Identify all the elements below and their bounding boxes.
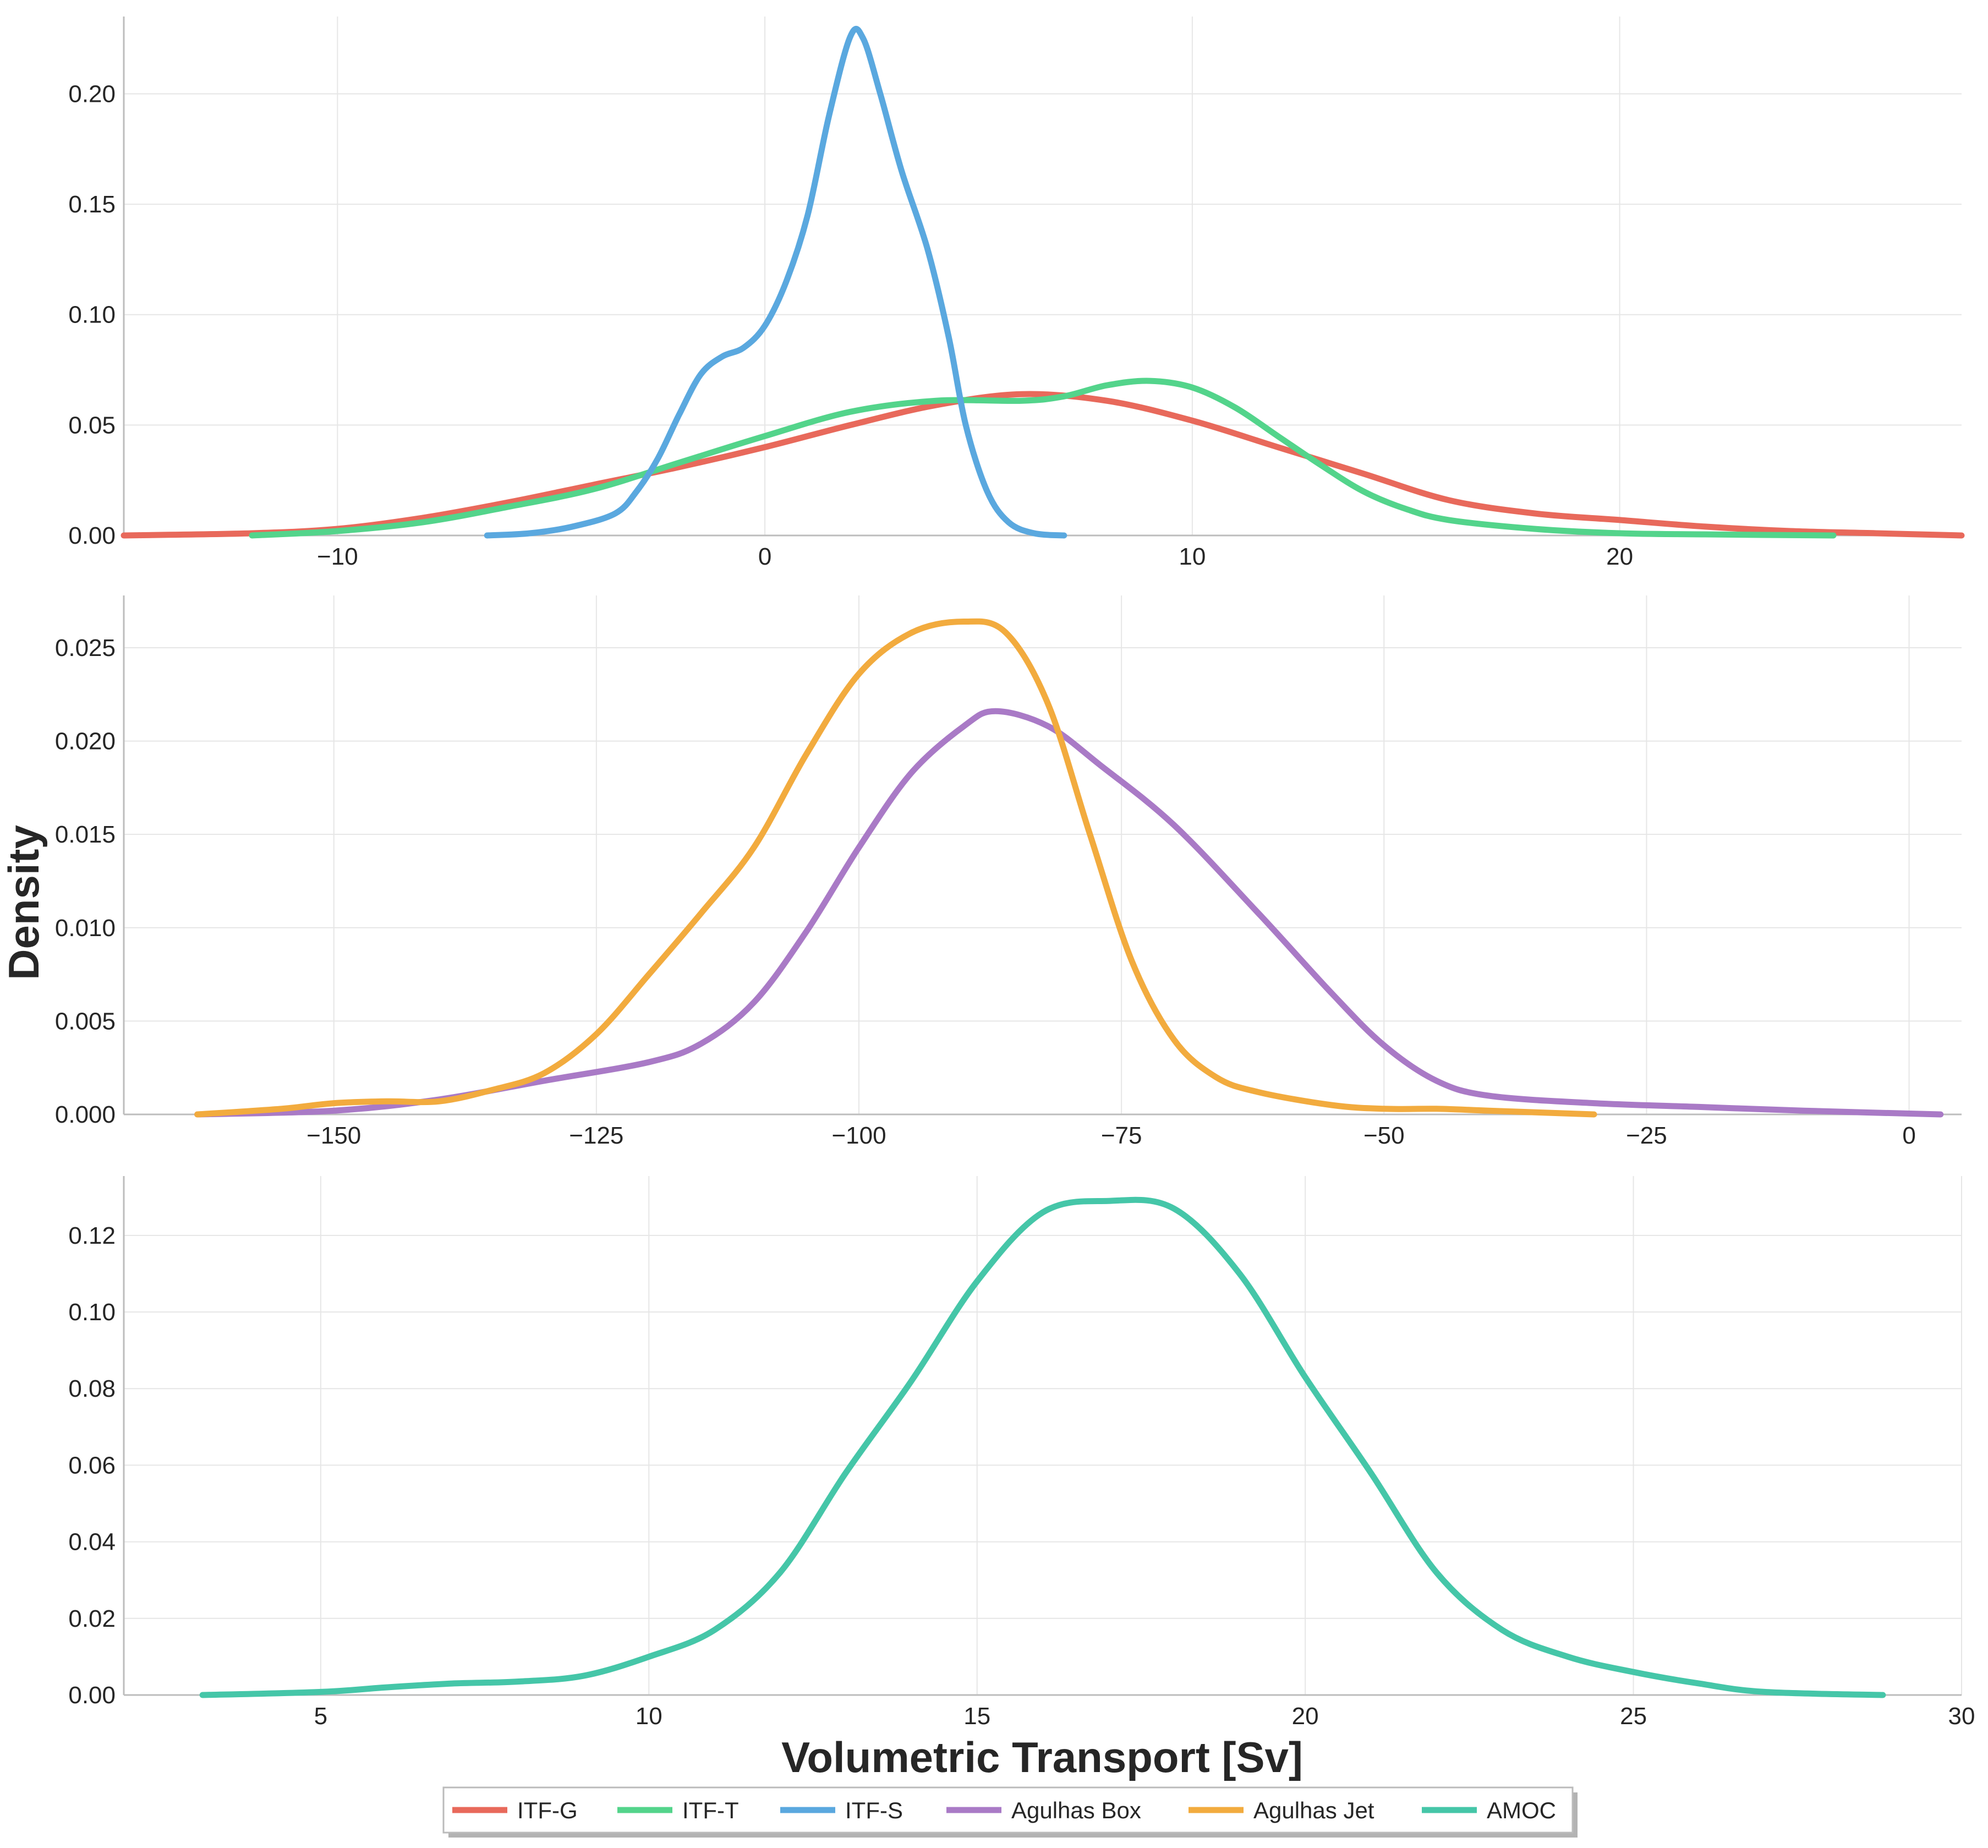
y-tick-label: 0.08 <box>68 1375 116 1402</box>
y-tick-label: 0.06 <box>68 1452 116 1479</box>
x-tick-label: 10 <box>636 1703 662 1730</box>
legend-label-itf-g: ITF-G <box>517 1797 578 1823</box>
top-panel: −10 0 10 20 0.00 0.05 0.10 0.15 0.20 <box>68 17 1965 570</box>
x-tick-label: −75 <box>1101 1122 1142 1149</box>
legend: ITF-G ITF-T ITF-S Agulhas Box Agulhas Jet AMO… <box>442 1786 1578 1838</box>
y-tick-label: 0.10 <box>68 302 116 329</box>
x-tick-label: 20 <box>1292 1703 1319 1730</box>
legend-label-amoc: AMOC <box>1487 1797 1556 1823</box>
x-tick-label: −100 <box>831 1122 886 1149</box>
x-tick-label: 5 <box>314 1703 327 1730</box>
series-line-itf-s <box>484 25 1067 539</box>
y-tick-label: 0.10 <box>68 1299 116 1326</box>
y-tick-label: 0.20 <box>68 80 116 107</box>
y-tick-label: 0.005 <box>55 1008 116 1035</box>
y-tick-label: 0.00 <box>68 1682 116 1709</box>
y-tick-label: 0.12 <box>68 1222 116 1249</box>
y-axis-label: Density <box>0 825 48 980</box>
y-tick-label: 0.00 <box>68 522 116 549</box>
legend-label-agulhas-box: Agulhas Box <box>1011 1797 1141 1823</box>
series-line-itf-t <box>249 378 1837 539</box>
y-tick-label: 0.000 <box>55 1101 116 1128</box>
series-line-agulhas-jet <box>194 618 1597 1118</box>
y-tick-label: 0.04 <box>68 1529 116 1556</box>
x-tick-label: −50 <box>1363 1122 1405 1149</box>
x-tick-label: 0 <box>1902 1122 1915 1149</box>
y-tick-label: 0.020 <box>55 728 116 755</box>
series-line-itf-g <box>121 391 1965 539</box>
x-tick-label: 30 <box>1948 1703 1975 1730</box>
legend-box <box>442 1786 1574 1834</box>
series-line-amoc <box>199 1196 1886 1698</box>
x-tick-label: 10 <box>1179 543 1206 570</box>
series-line-agulhas-box <box>194 708 1944 1118</box>
x-tick-label: 25 <box>1620 1703 1647 1730</box>
x-tick-label: −125 <box>569 1122 623 1149</box>
bottom-panel: 5 10 15 20 25 30 0.00 0.02 0.04 0.06 0.08 0.10 0.12 <box>68 1176 1975 1730</box>
y-tick-label: 0.025 <box>55 635 116 661</box>
legend-label-itf-s: ITF-S <box>845 1797 903 1823</box>
x-tick-label: 15 <box>963 1703 990 1730</box>
y-tick-label: 0.015 <box>55 821 116 848</box>
x-tick-label: −25 <box>1626 1122 1667 1149</box>
y-tick-label: 0.15 <box>68 191 116 218</box>
x-tick-label: 0 <box>758 543 771 570</box>
y-tick-label: 0.02 <box>68 1605 116 1632</box>
x-tick-label: 20 <box>1606 543 1633 570</box>
x-tick-label: −10 <box>317 543 358 570</box>
legend-label-agulhas-jet: Agulhas Jet <box>1253 1797 1374 1823</box>
y-tick-label: 0.010 <box>55 915 116 942</box>
middle-panel: −150 −125 −100 −75 −50 −25 0 0.000 0.005 0.010 0.0… <box>55 595 1962 1149</box>
y-tick-label: 0.05 <box>68 412 116 439</box>
x-axis-label: Volumetric Transport [Sv] <box>781 1733 1303 1781</box>
legend-label-itf-t: ITF-T <box>682 1797 739 1823</box>
x-tick-label: −150 <box>306 1122 361 1149</box>
